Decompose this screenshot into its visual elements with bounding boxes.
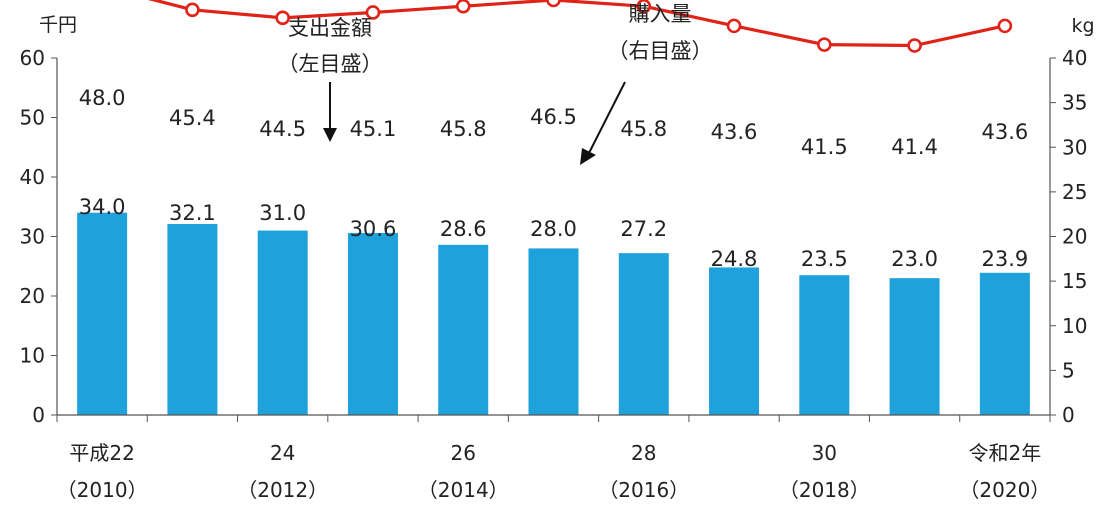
bar-value-label: 31.0 [259,201,306,225]
bars-layer [77,212,1030,415]
bar [618,253,669,415]
bar-value-label: 23.9 [981,247,1028,271]
left-tick-label: 60 [20,46,45,70]
line-point [275,10,290,26]
left-tick-label: 10 [20,344,45,368]
bar [438,244,489,415]
right-tick-label: 20 [1062,225,1087,249]
line-value-label: 46.5 [530,105,577,129]
right-tick-label: 30 [1062,135,1087,159]
bar [889,278,940,415]
x-tick-label: 平成22 [69,441,134,465]
right-axis-unit: kg [1071,15,1094,37]
labels-layer: 34.0 32.1 31.0 30.6 28.6 28.0 27.2 24.8 23.5 23.0… [79,86,1028,271]
line-point [546,0,561,8]
x-tick-label: 30 [812,441,837,465]
bar [257,230,308,415]
x-tick-label-year: （2018） [779,478,870,502]
line-value-label: 45.1 [350,117,397,141]
bar [799,275,850,415]
bar-value-label: 24.8 [711,247,758,271]
bar [979,272,1030,415]
right-tick-label: 40 [1062,46,1087,70]
line-layer [147,0,1013,53]
line-point [185,2,200,18]
left-tick-label: 20 [20,284,45,308]
left-tick-label: 50 [20,106,45,130]
line-point [365,5,381,20]
right-tick-label: 25 [1062,180,1087,204]
right-tick-label: 10 [1062,314,1087,338]
right-tick-label: 0 [1062,403,1075,427]
bar-value-label: 34.0 [79,195,126,219]
right-tick-label: 15 [1062,269,1087,293]
annotation-arrowhead [580,148,596,165]
line-value-label: 44.5 [259,117,306,141]
bar-value-label: 28.6 [440,217,487,241]
annotation-spending-axis: （左目盛） [278,52,383,76]
line-point [817,37,832,52]
bar [347,232,398,415]
bar [709,267,760,415]
annotation-arrowhead [323,128,337,142]
line-value-label: 41.4 [891,135,938,159]
right-tick-label: 35 [1062,91,1087,115]
line-point [997,18,1013,34]
x-tick-label: 24 [270,441,295,465]
line-value-label: 41.5 [801,135,848,159]
x-tick-label-year: （2012） [237,478,328,502]
bar-value-label: 27.2 [620,217,667,241]
line-value-label: 45.4 [169,106,216,130]
bar-value-label: 32.1 [169,201,216,225]
left-tick-label: 0 [32,403,45,427]
line-value-label: 43.6 [711,120,758,144]
annotation-volume-axis: （右目盛） [608,39,713,63]
bar-value-label: 23.0 [891,247,938,271]
left-axis-unit: 千円 [39,14,77,36]
bar-value-label: 30.6 [350,217,397,241]
annotation-arrow-shaft [587,81,626,156]
line-point [726,18,742,34]
bar [528,248,579,415]
left-tick-label: 40 [20,165,45,189]
line-series [147,0,1006,48]
right-tick-label: 5 [1062,358,1075,382]
x-tick-label-year: （2016） [598,478,689,502]
x-tick-label: 令和2年 [968,441,1041,465]
line-value-label: 45.8 [620,117,667,141]
axes-layer: 0 10 20 30 40 50 60 0 5 10 15 20 25 30 35 40 千円 kg 平成22 （20… [20,14,1095,502]
line-value-label: 43.6 [981,120,1028,144]
line-point [455,0,471,14]
x-tick-label-year: （2020） [959,478,1050,502]
line-point [907,38,922,53]
bar-value-label: 23.5 [801,247,848,271]
annotation-volume-title: 購入量 [629,2,692,26]
annotations-layer: 支出金額 （左目盛） 購入量 （右目盛） [278,2,713,165]
bar [77,212,128,415]
line-value-label: 48.0 [79,86,126,110]
bar [167,224,218,415]
x-tick-label-year: （2014） [418,478,509,502]
line-value-label: 45.8 [440,117,487,141]
x-tick-label: 28 [631,441,656,465]
line-point [636,0,652,14]
left-tick-label: 30 [20,225,45,249]
annotation-spending-title: 支出金額 [288,16,372,40]
bar-value-label: 28.0 [530,217,577,241]
x-tick-label: 26 [451,441,476,465]
x-tick-label-year: （2010） [57,478,148,502]
